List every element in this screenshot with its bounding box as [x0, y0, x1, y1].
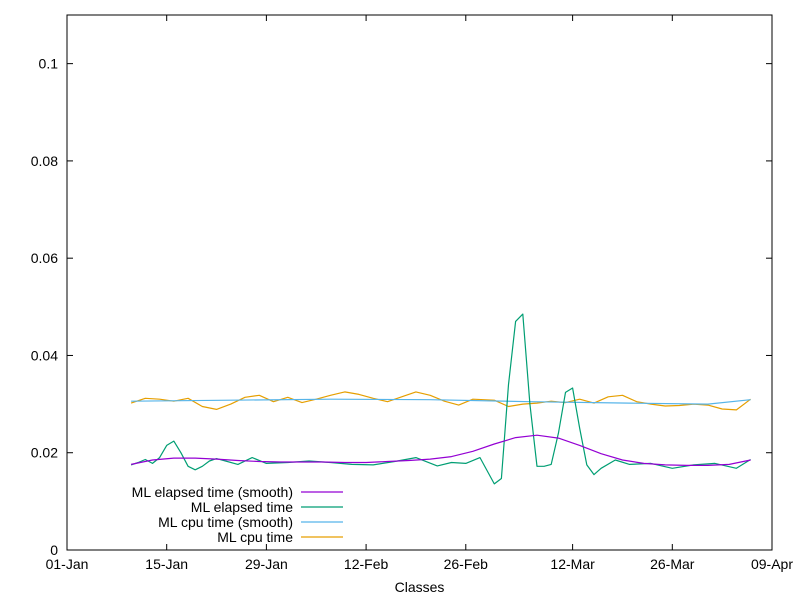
y-tick-label: 0.04 [31, 347, 58, 363]
x-tick-label: 09-Apr [751, 556, 793, 572]
x-tick-label: 12-Mar [550, 556, 595, 572]
x-tick-label: 26-Feb [444, 556, 489, 572]
y-tick-label: 0 [50, 542, 58, 558]
legend-label: ML cpu time [217, 529, 293, 545]
series-line-0 [130, 434, 751, 466]
x-tick-label: 26-Mar [650, 556, 695, 572]
x-tick-label: 12-Feb [344, 556, 389, 572]
series-line-1 [130, 313, 751, 485]
legend-label: ML elapsed time [191, 499, 293, 515]
x-tick-label: 15-Jan [145, 556, 188, 572]
series-layer [130, 313, 751, 485]
x-tick-label: 01-Jan [46, 556, 89, 572]
legend-label: ML cpu time (smooth) [158, 514, 293, 530]
y-axis: 0 0.02 0.04 0.06 0.08 0.1 [31, 56, 772, 558]
series-line-2 [131, 398, 751, 405]
plot-frame [66, 14, 773, 551]
x-axis-label: Classes [395, 579, 445, 595]
y-tick-label: 0.06 [31, 250, 58, 266]
y-tick-label: 0.08 [31, 153, 58, 169]
y-tick-label: 0.02 [31, 445, 58, 461]
x-tick-label: 29-Jan [245, 556, 288, 572]
legend: ML elapsed time (smooth)ML elapsed timeM… [132, 484, 343, 545]
legend-label: ML elapsed time (smooth) [132, 484, 293, 500]
x-axis: 01-Jan 15-Jan 29-Jan 12-Feb 26-Feb 12-Mar 26-M… [46, 15, 793, 572]
y-tick-label: 0.1 [39, 56, 59, 72]
